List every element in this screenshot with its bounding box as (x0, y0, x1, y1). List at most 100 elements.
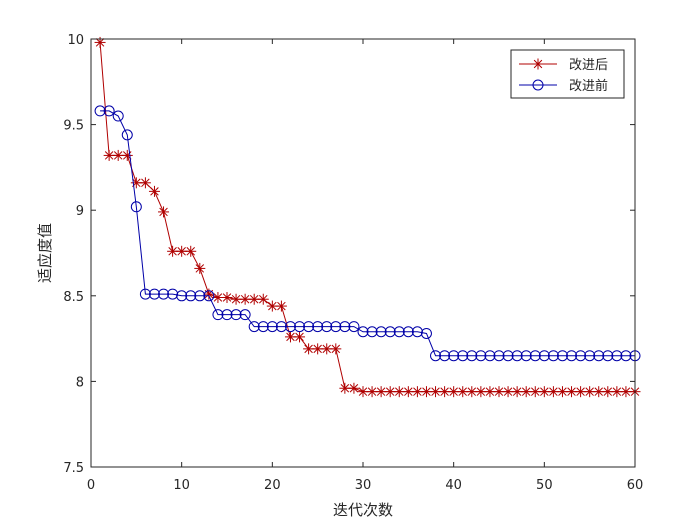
y-tick-label: 9.5 (63, 119, 84, 134)
series-after (94, 36, 641, 398)
data-point-after (221, 292, 233, 304)
data-point-before (439, 350, 451, 362)
data-point-before (538, 350, 550, 362)
data-point-before (511, 350, 523, 362)
axes-layer (90, 38, 636, 468)
data-point-before (502, 350, 514, 362)
x-tick-label: 0 (87, 478, 95, 493)
y-tick-label: 8.5 (63, 290, 84, 305)
data-point-before (411, 326, 423, 338)
data-point-after (566, 386, 578, 398)
data-point-before (430, 350, 442, 362)
data-point-before (158, 288, 170, 300)
data-point-before (448, 350, 460, 362)
data-point-before (248, 321, 260, 333)
y-tick-label: 8 (76, 375, 84, 390)
data-point-before (357, 326, 369, 338)
y-tick-label: 10 (67, 33, 84, 48)
data-point-before (284, 321, 296, 333)
data-point-before (393, 326, 405, 338)
y-tick-label: 7.5 (63, 461, 84, 476)
legend-marker-before (532, 79, 544, 91)
legend-entry-before: 改进前 (519, 78, 608, 94)
data-point-before (520, 350, 532, 362)
y-axis-label: 适应度值 (36, 223, 54, 283)
series-layer (94, 36, 641, 398)
data-point-before (103, 105, 115, 117)
data-point-before (257, 321, 269, 333)
data-point-after (294, 331, 306, 343)
data-point-before (611, 350, 623, 362)
data-point-before (176, 290, 188, 302)
data-point-after (502, 386, 514, 398)
data-point-after (348, 382, 360, 394)
data-point-before (185, 290, 197, 302)
legend-marker-after (532, 58, 544, 70)
data-point-before (130, 201, 142, 213)
legend-label-before: 改进前 (569, 78, 608, 94)
data-point-before (593, 350, 605, 362)
data-point-after (139, 177, 151, 189)
data-point-before (266, 321, 278, 333)
data-point-after (375, 386, 387, 398)
data-point-before (420, 327, 432, 339)
data-point-after (312, 343, 324, 355)
data-point-before (94, 105, 106, 117)
legend-label-after: 改进后 (569, 58, 608, 73)
data-point-before (121, 129, 133, 141)
data-point-before (484, 350, 496, 362)
legend-box (510, 49, 625, 99)
data-point-before (375, 326, 387, 338)
data-point-after (484, 386, 496, 398)
data-point-before (575, 350, 587, 362)
x-tick-label: 10 (173, 478, 190, 493)
data-point-after (520, 386, 532, 398)
data-point-after (148, 185, 160, 197)
data-point-before (466, 350, 478, 362)
data-point-before (312, 321, 324, 333)
data-point-before (221, 309, 233, 321)
data-point-before (566, 350, 578, 362)
data-point-before (194, 290, 206, 302)
x-axis-label: 迭代次数 (333, 501, 393, 519)
data-point-before (602, 350, 614, 362)
data-point-before (148, 288, 160, 300)
data-point-before (303, 321, 315, 333)
data-point-before (139, 288, 151, 300)
data-point-before (112, 110, 124, 122)
data-point-after (167, 245, 179, 257)
x-tick-label: 60 (627, 478, 644, 493)
data-point-before (230, 309, 242, 321)
data-point-after (439, 386, 451, 398)
data-point-before (348, 321, 360, 333)
data-point-before (620, 350, 632, 362)
data-point-before (330, 321, 342, 333)
data-point-before (457, 350, 469, 362)
data-point-after (511, 386, 523, 398)
data-point-after (357, 386, 369, 398)
data-point-before (294, 321, 306, 333)
data-point-after (194, 262, 206, 274)
data-point-after (457, 386, 469, 398)
series-before (94, 105, 641, 362)
data-point-after (275, 300, 287, 312)
data-point-before (167, 288, 179, 300)
data-point-after (185, 245, 197, 257)
data-point-before (203, 290, 215, 302)
data-point-before (402, 326, 414, 338)
data-point-before (529, 350, 541, 362)
data-point-after (330, 343, 342, 355)
legend-entry-after: 改进后 (519, 58, 608, 73)
data-point-before (475, 350, 487, 362)
data-point-before (321, 321, 333, 333)
data-point-before (339, 321, 351, 333)
data-point-before (584, 350, 596, 362)
tick-label-layer: 0 10 20 30 40 50 60 7.5 8 8.5 9 9.5 10 (63, 33, 643, 493)
x-tick-label: 30 (355, 478, 372, 493)
data-point-before (493, 350, 505, 362)
y-tick-label: 9 (76, 204, 84, 219)
data-point-before (547, 350, 559, 362)
